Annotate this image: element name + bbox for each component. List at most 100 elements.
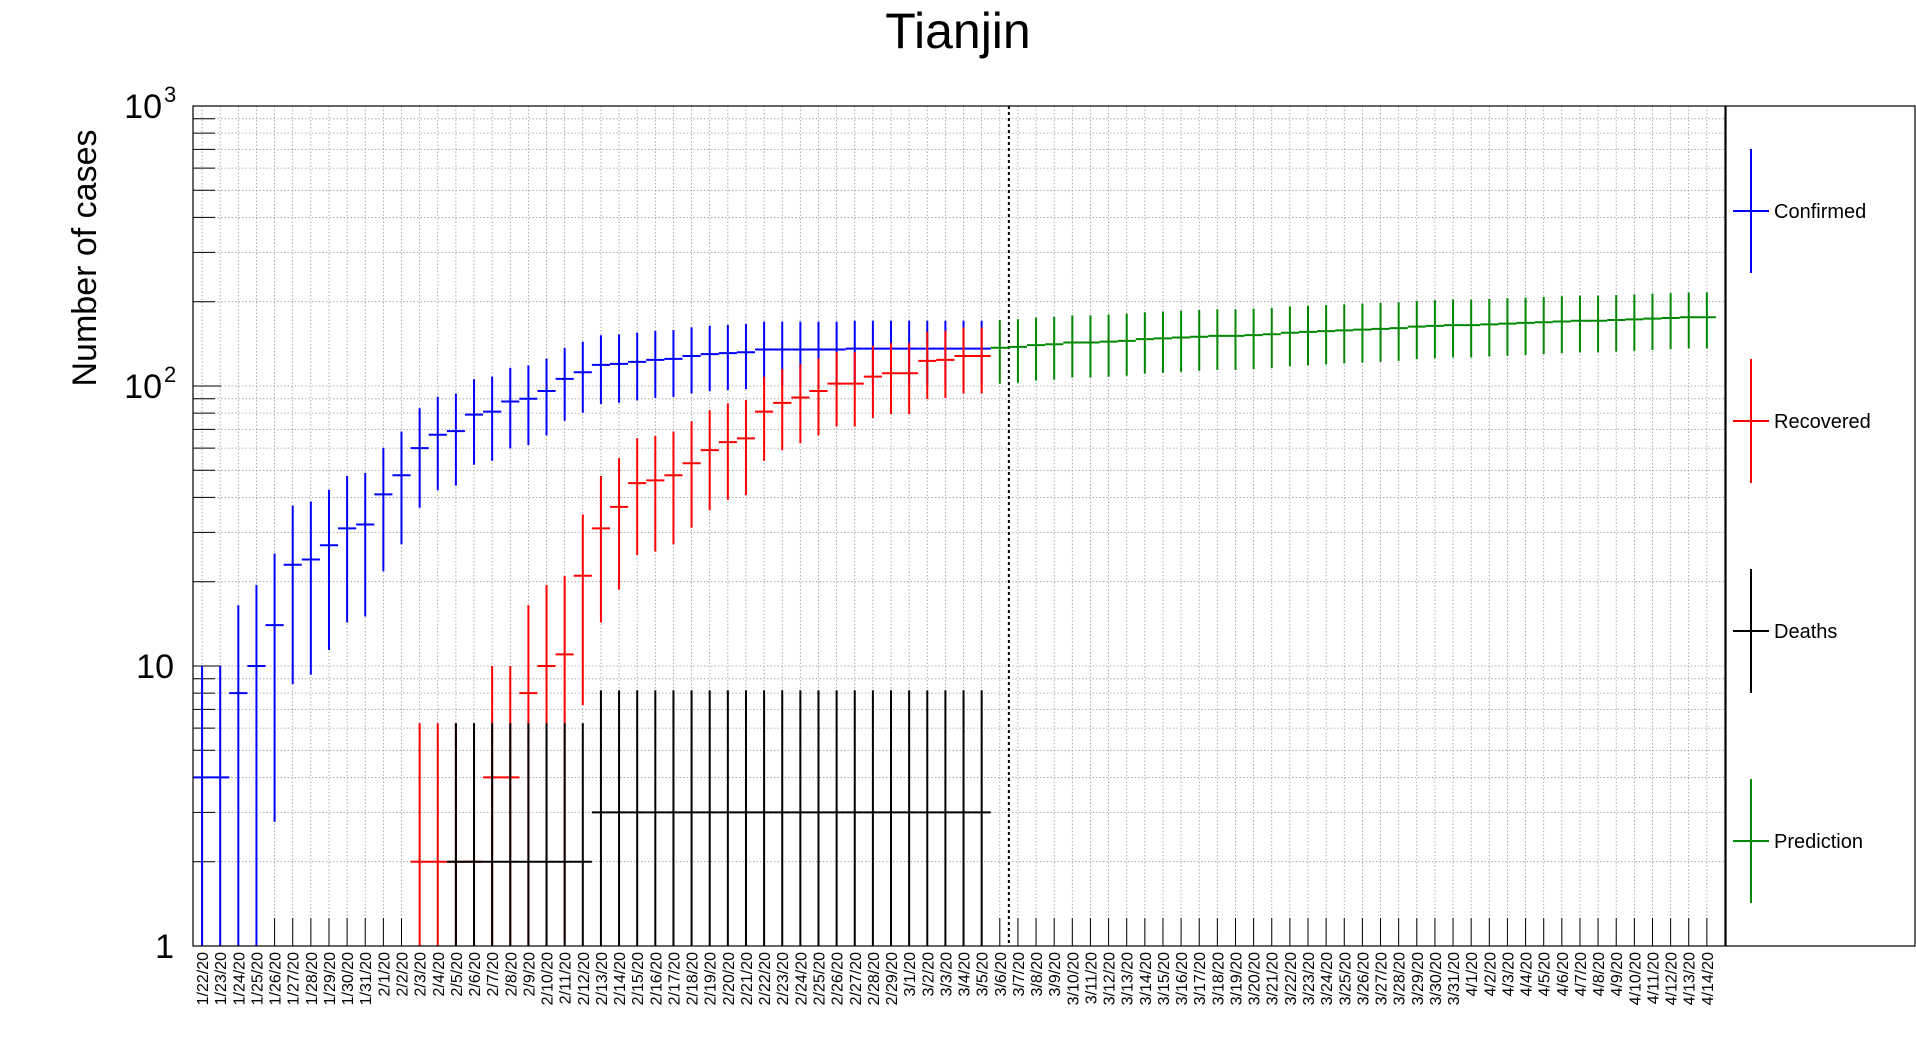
x-tick-label: 3/13/20 [1120,952,1137,1005]
x-tick-label: 1/25/20 [249,952,266,1005]
x-tick-label: 2/17/20 [666,952,683,1005]
x-tick-label: 3/6/20 [993,952,1010,997]
legend-label-recovered: Recovered [1774,411,1871,433]
x-tick-label: 3/4/20 [957,952,974,997]
x-tick-label: 3/31/20 [1446,952,1463,1005]
x-tick-label: 3/25/20 [1337,952,1354,1005]
y-tick-label: 10 [124,88,162,126]
x-tick-label: 3/26/20 [1355,952,1372,1005]
x-tick-label: 1/30/20 [340,952,357,1005]
x-tick-label: 3/7/20 [1011,952,1028,997]
x-tick-label: 3/2/20 [920,952,937,997]
x-tick-label: 4/6/20 [1555,952,1572,997]
x-tick-label: 3/16/20 [1174,952,1191,1005]
x-tick-label: 4/7/20 [1573,952,1590,997]
x-tick-label: 4/2/20 [1482,952,1499,997]
x-tick-label: 2/25/20 [811,952,828,1005]
x-tick-label: 3/5/20 [975,952,992,997]
x-tick-label: 3/19/20 [1228,952,1245,1005]
x-tick-label: 3/1/20 [902,952,919,997]
y-axis-label: Number of cases [66,130,104,387]
x-tick-label: 1/23/20 [213,952,230,1005]
x-tick-label: 2/9/20 [521,952,538,997]
x-tick-label: 1/22/20 [195,952,212,1005]
x-tick-label: 2/21/20 [739,952,756,1005]
x-tick-label: 3/11/20 [1083,952,1100,1004]
x-tick-label: 2/14/20 [612,952,629,1005]
x-tick-label: 2/2/20 [394,952,411,997]
x-tick-label: 2/5/20 [449,952,466,997]
x-tick-label: 2/10/20 [540,952,557,1005]
x-tick-label: 2/18/20 [685,952,702,1005]
x-tick-label: 2/19/20 [703,952,720,1005]
x-tick-label: 3/17/20 [1192,952,1209,1005]
x-tick-label: 2/20/20 [721,952,738,1005]
y-tick-exponent: 2 [164,362,176,387]
x-tick-label: 3/30/20 [1428,952,1445,1005]
series-layer [193,292,1716,946]
x-tick-label: 3/18/20 [1210,952,1227,1005]
y-tick-label: 1 [155,928,174,966]
x-tick-label: 2/1/20 [376,952,393,997]
legend: Confirmed Recovered Deaths Prediction [1725,105,1916,947]
x-tick-label: 4/4/20 [1519,952,1536,997]
x-tick-label: 3/22/20 [1283,952,1300,1005]
x-tick-label: 2/15/20 [630,952,647,1005]
y-tick-exponent: 3 [164,82,176,107]
x-tick-label: 2/3/20 [413,952,430,997]
x-tick-label: 4/1/20 [1464,952,1481,997]
x-tick-label: 2/28/20 [866,952,883,1005]
legend-label-confirmed: Confirmed [1774,201,1866,223]
x-tick-label: 3/29/20 [1410,952,1427,1005]
x-tick-label: 3/20/20 [1247,952,1264,1005]
x-tick-label: 4/8/20 [1591,952,1608,997]
x-tick-label: 4/11/20 [1645,952,1662,1004]
x-tick-label: 2/4/20 [431,952,448,997]
x-tick-label: 2/6/20 [467,952,484,997]
x-tick-label: 3/15/20 [1156,952,1173,1005]
x-tick-label: 3/3/20 [938,952,955,997]
x-tick-label: 4/12/20 [1664,952,1681,1005]
x-tick-label: 4/14/20 [1700,952,1717,1005]
legend-label-prediction: Prediction [1774,831,1863,853]
x-tick-label: 1/24/20 [231,952,248,1005]
x-tick-label: 2/11/20 [558,952,575,1004]
x-tick-label: 1/26/20 [268,952,285,1005]
x-tick-label: 3/23/20 [1301,952,1318,1005]
x-tick-label: 4/3/20 [1500,952,1517,997]
x-tick-label: 2/29/20 [884,952,901,1005]
x-tick-label: 2/24/20 [793,952,810,1005]
x-tick-label: 1/31/20 [358,952,375,1005]
series-deaths [446,690,991,946]
x-tick-label: 4/13/20 [1682,952,1699,1005]
x-tick-label: 3/28/20 [1392,952,1409,1005]
x-tick-label: 3/8/20 [1029,952,1046,997]
x-tick-label: 2/23/20 [775,952,792,1005]
x-tick-label: 3/10/20 [1065,952,1082,1005]
x-tick-label: 2/13/20 [594,952,611,1005]
x-tick-label: 2/7/20 [485,952,502,997]
x-tick-label: 1/27/20 [286,952,303,1005]
x-axis-tick-labels: 1/22/20 1/23/20 1/24/20 1/25/20 1/26/20 1/27/… [195,952,1717,1005]
x-tick-label: 4/9/20 [1609,952,1626,997]
x-tick-label: 2/12/20 [576,952,593,1005]
x-tick-label: 3/14/20 [1138,952,1155,1005]
x-tick-label: 3/12/20 [1102,952,1119,1005]
x-tick-label: 2/26/20 [830,952,847,1005]
series-prediction [990,292,1716,384]
x-tick-label: 2/16/20 [648,952,665,1005]
x-tick-label: 4/5/20 [1537,952,1554,997]
x-tick-label: 4/10/20 [1627,952,1644,1005]
y-tick-label: 10 [136,648,174,686]
x-tick-label: 2/8/20 [503,952,520,997]
x-tick-label: 3/24/20 [1319,952,1336,1005]
x-tick-label: 3/9/20 [1047,952,1064,997]
y-tick-label: 10 [124,368,162,406]
x-tick-label: 2/27/20 [848,952,865,1005]
x-tick-label: 1/29/20 [322,952,339,1005]
x-tick-label: 2/22/20 [757,952,774,1005]
legend-box [1725,105,1916,947]
